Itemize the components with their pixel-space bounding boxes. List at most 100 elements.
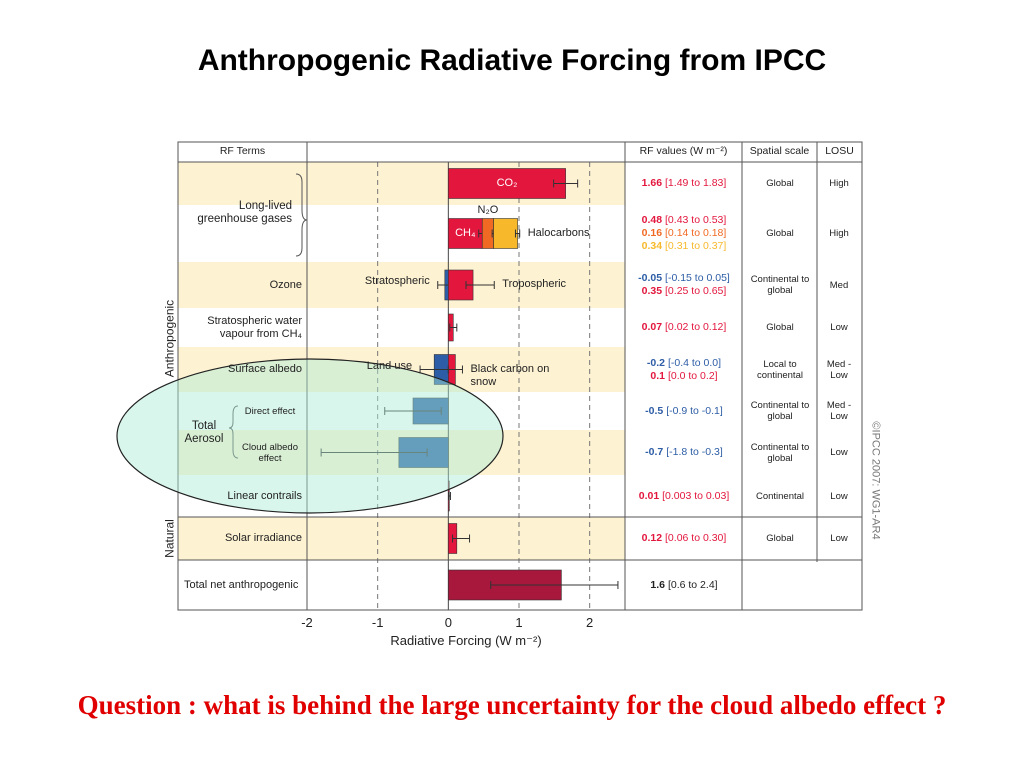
rf-value-line: -0.5 [-0.9 to -0.1] xyxy=(645,405,723,418)
column-header: RF Terms xyxy=(219,145,266,157)
rf-range: [0.02 to 0.12] xyxy=(665,321,727,333)
bar-label: Land use xyxy=(366,359,413,372)
term: Solar irradiance xyxy=(224,532,302,544)
marks xyxy=(306,162,619,610)
losu: Low xyxy=(830,490,848,502)
losu: Low xyxy=(830,322,848,333)
term-group: Long-lived greenhouse gases xyxy=(197,199,292,225)
losu: High xyxy=(829,228,849,239)
bar-label: Black carbon on snow xyxy=(470,362,550,388)
x-tick-label: 1 xyxy=(515,615,523,630)
rf-range: [0.43 to 0.53] xyxy=(665,214,727,226)
bar xyxy=(448,168,566,199)
rf-values: -0.05 [-0.15 to 0.05] 0.35 [0.25 to 0.65] xyxy=(626,262,742,308)
highlight-ellipse xyxy=(116,358,504,514)
rf-range: [-1.8 to -0.3] xyxy=(666,446,723,458)
x-tick-label: 0 xyxy=(444,615,452,630)
rf-value: 0.07 xyxy=(641,321,663,333)
rf-value-line: 1.66 [1.49 to 1.83] xyxy=(642,177,727,190)
rf-value: 0.01 xyxy=(638,489,660,502)
question: Question : what is behind the large unce… xyxy=(77,690,947,720)
spatial-scale: Continental to global xyxy=(750,441,810,464)
rf-value-line: -0.7 [-1.8 to -0.3] xyxy=(645,446,723,459)
x-tick-label: -2 xyxy=(301,615,313,630)
losu: Med - Low xyxy=(826,358,852,381)
column-header: LOSU xyxy=(825,145,854,157)
term: Cloud albedo effect xyxy=(242,441,298,464)
bar-label: Tropospheric xyxy=(502,278,567,290)
rf-value-line: 0.12 [0.06 to 0.30] xyxy=(642,532,727,545)
bar xyxy=(448,218,483,249)
rf-values: 0.07 [0.02 to 0.12] xyxy=(626,308,742,347)
rf-value: 1.66 xyxy=(641,177,663,189)
losu: High xyxy=(829,178,849,189)
row-band xyxy=(178,347,625,392)
brace xyxy=(295,173,308,257)
spatial-scale: Global xyxy=(766,178,794,189)
losu: Med xyxy=(829,279,849,291)
term: Stratospheric water vapour from CH₄ xyxy=(207,314,302,340)
rf-value: -0.7 xyxy=(645,446,664,458)
brace xyxy=(228,405,239,459)
column-header: Spatial scale xyxy=(749,145,810,157)
rf-value-line: 0.07 [0.02 to 0.12] xyxy=(642,321,727,334)
spatial-scale: Global xyxy=(766,228,794,239)
slide-title: Anthropogenic Radiative Forcing from IPC… xyxy=(197,44,827,77)
spatial-scale: Continental to global xyxy=(750,274,810,296)
rf-range: [-0.15 to 0.05] xyxy=(665,272,730,284)
rf-value: 1.6 xyxy=(650,578,666,591)
rf-value: 0.35 xyxy=(641,285,663,297)
rf-value: 0.34 xyxy=(641,240,663,252)
bar xyxy=(493,218,518,249)
rf-values: 0.48 [0.43 to 0.53] 0.16 [0.14 to 0.18] 0.… xyxy=(626,205,742,262)
spatial-scale: Global xyxy=(766,533,794,544)
term: Total net anthropogenic xyxy=(184,578,299,591)
rf-value: -0.2 xyxy=(646,356,666,369)
term: Ozone xyxy=(269,278,302,291)
rf-value-line: 0.34 [0.31 to 0.37] xyxy=(642,240,727,253)
bar-label: Stratospheric xyxy=(364,275,430,287)
row-band xyxy=(178,262,625,308)
x-tick-label: 2 xyxy=(586,615,594,630)
bar-label: CH₄ xyxy=(455,226,476,239)
column-header: RF values (W m⁻²) xyxy=(639,145,728,157)
rf-value: -0.5 xyxy=(645,404,664,417)
section-label: Natural xyxy=(162,519,177,558)
term: Linear contrails xyxy=(227,489,302,502)
rf-value-line: 0.1 [0.0 to 0.2] xyxy=(650,370,717,383)
rf-value-line: 1.6 [0.6 to 2.4] xyxy=(650,579,717,592)
spatial-scale: Global xyxy=(766,322,794,333)
rf-values: -0.5 [-0.9 to -0.1] xyxy=(626,392,742,430)
spatial-scale: Continental to global xyxy=(750,400,810,422)
rf-values: 0.01 [0.003 to 0.03] xyxy=(626,475,742,517)
rf-range: [0.6 to 2.4] xyxy=(667,578,718,591)
rf-value: 0.48 xyxy=(641,214,663,226)
rf-values: -0.2 [-0.4 to 0.0] 0.1 [0.0 to 0.2] xyxy=(626,347,742,392)
losu: Low xyxy=(830,533,848,544)
rf-value-line: 0.35 [0.25 to 0.65] xyxy=(642,285,727,298)
rf-range: [0.0 to 0.2] xyxy=(667,369,718,382)
losu: Med - Low xyxy=(826,400,852,422)
rf-values: -0.7 [-1.8 to -0.3] xyxy=(626,430,742,475)
rf-values: 1.66 [1.49 to 1.83] xyxy=(626,162,742,205)
bar-label: Halocarbons xyxy=(527,226,590,239)
rf-value-line: 0.48 [0.43 to 0.53] xyxy=(642,214,727,227)
term: Direct effect xyxy=(244,405,296,417)
rf-value: 0.16 xyxy=(641,227,663,239)
section-label: Anthropogenic xyxy=(162,299,177,378)
rf-range: [0.003 to 0.03] xyxy=(662,489,730,502)
rf-range: [-0.9 to -0.1] xyxy=(666,404,723,417)
rf-range: [0.31 to 0.37] xyxy=(665,240,727,252)
rf-value: -0.05 xyxy=(638,272,663,284)
row-band xyxy=(178,517,625,560)
rf-range: [0.06 to 0.30] xyxy=(665,532,727,544)
term-group: Total Aerosol xyxy=(184,420,224,445)
spatial-scale: Continental xyxy=(755,490,805,502)
term: Surface albedo xyxy=(228,363,302,375)
spatial-scale: Local to continental xyxy=(757,358,803,381)
rf-value-line: -0.2 [-0.4 to 0.0] xyxy=(647,357,721,370)
rf-value-line: 0.01 [0.003 to 0.03] xyxy=(639,490,730,503)
rf-value-line: 0.16 [0.14 to 0.18] xyxy=(642,227,727,240)
